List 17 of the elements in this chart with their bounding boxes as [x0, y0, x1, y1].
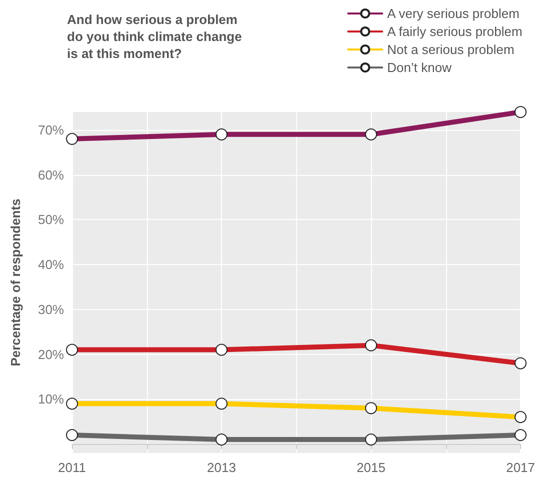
legend-label: A very serious problem — [387, 6, 520, 21]
y-tick-label: 60% — [38, 167, 64, 182]
legend-label: Not a serious problem — [387, 42, 514, 57]
legend-label: A fairly serious problem — [387, 24, 522, 39]
y-axis-title: Percentage of respondents — [8, 198, 23, 366]
chart-title: And how serious a problem do you think climate change is at this moment? — [67, 12, 242, 61]
y-tick-label: 50% — [38, 212, 64, 228]
legend-label: Don’t know — [387, 60, 452, 75]
x-tick-label: 2015 — [356, 460, 386, 475]
x-tick-label: 2011 — [58, 460, 86, 475]
y-tick-label: 70% — [38, 122, 64, 138]
y-tick-label: 10% — [38, 392, 64, 407]
y-tick-label: 20% — [38, 346, 64, 362]
x-tick-label: 2017 — [506, 460, 535, 475]
y-tick-label: 30% — [38, 302, 64, 317]
y-tick-label: 40% — [38, 257, 64, 272]
x-tick-label: 2013 — [207, 460, 236, 475]
